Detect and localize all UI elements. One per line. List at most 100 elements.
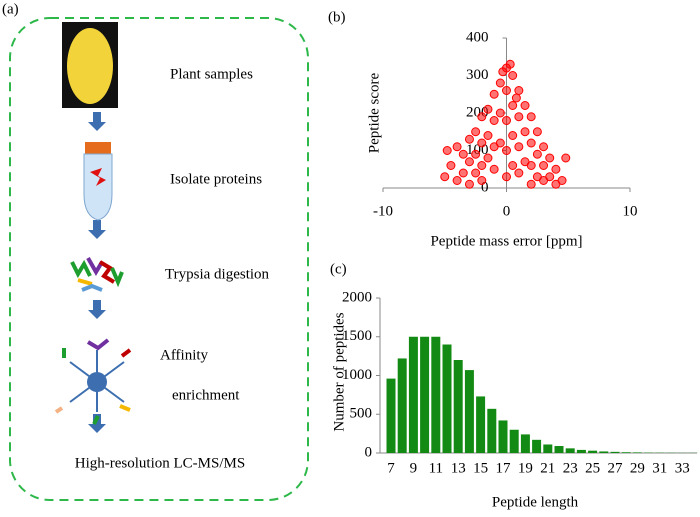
peptide-icon [70,257,124,292]
x-tick-label: 13 [451,460,466,476]
bar [599,451,609,453]
bar [632,452,642,453]
x-axis-label: Peptide length [492,494,579,510]
point [505,59,515,69]
x-tick-label: 23 [563,460,578,476]
point [502,172,511,182]
x-tick-label: 10 [623,203,638,219]
point [514,86,524,95]
y-axis-label: Number of peptides [331,312,347,431]
step-label: High-resolution LC-MS/MS [75,455,245,471]
point [520,101,530,110]
y-tick-label: 500 [350,406,373,422]
point [545,153,555,163]
point [545,172,555,182]
point [464,157,474,167]
bar [588,450,598,453]
bar [487,408,497,453]
point [502,86,511,95]
point [483,104,493,114]
mango [67,28,113,104]
tube-icon [83,142,113,221]
point [458,149,468,159]
x-tick-label: 15 [473,460,488,476]
point [539,142,549,152]
point [526,112,536,122]
bar [431,336,441,453]
x-tick-label: 21 [540,460,555,476]
point [495,78,505,88]
point [446,161,456,170]
point [477,161,487,170]
point [477,138,487,148]
point [489,116,499,125]
point [464,179,474,189]
x-tick-label: 17 [496,460,512,476]
bar [565,448,575,453]
point [489,89,499,99]
point [495,108,505,118]
point [508,71,518,80]
point [508,101,518,110]
bar [532,439,542,453]
bar [576,449,586,453]
panel-label: (b) [328,9,346,25]
bar [408,336,418,453]
point [526,179,536,189]
bar [420,336,430,453]
point [502,146,511,155]
x-axis-label: Peptide mass error [ppm] [430,233,582,249]
point [526,161,536,170]
point [520,127,530,137]
point [551,164,561,174]
point [471,168,481,178]
y-tick-label: 0 [481,179,489,195]
x-tick-label: 29 [630,460,645,476]
x-tick-label: 0 [503,203,511,219]
panel-label: (a) [2,1,19,17]
point [511,93,521,103]
point [508,161,518,170]
point [526,138,536,148]
bar [498,420,508,453]
x-tick-label: 31 [652,460,667,476]
y-tick-label: 2000 [342,289,372,305]
bar [520,434,530,453]
point [477,176,487,185]
bar [453,360,463,453]
point [440,172,450,182]
point [464,134,474,144]
x-tick-label: 27 [608,460,624,476]
y-tick-label: 400 [466,29,489,45]
step-label: Affinity [160,347,209,363]
point [452,176,462,185]
step-label: enrichment [172,387,240,403]
point [502,116,511,125]
point [489,164,499,174]
point [508,131,518,140]
point [495,138,505,148]
point [471,149,481,159]
x-tick-label: 19 [518,460,533,476]
y-tick-label: 300 [466,67,489,83]
bar [543,444,553,453]
point [514,112,524,122]
point [458,168,468,178]
y-tick-label: 1000 [342,367,372,383]
bar [386,378,396,453]
point [483,153,493,163]
bar [554,446,564,453]
bead-icon [54,338,132,425]
point [452,142,462,152]
point [514,168,524,178]
bar [397,358,407,453]
point [471,127,481,137]
x-tick-label: 9 [410,460,418,476]
x-tick-label: 25 [585,460,600,476]
bar [610,451,620,453]
x-tick-label: 7 [387,460,395,476]
workflow-border [9,17,309,501]
y-axis-label: Peptide score [366,72,382,153]
step-label: Trypsia digestion [165,266,270,282]
